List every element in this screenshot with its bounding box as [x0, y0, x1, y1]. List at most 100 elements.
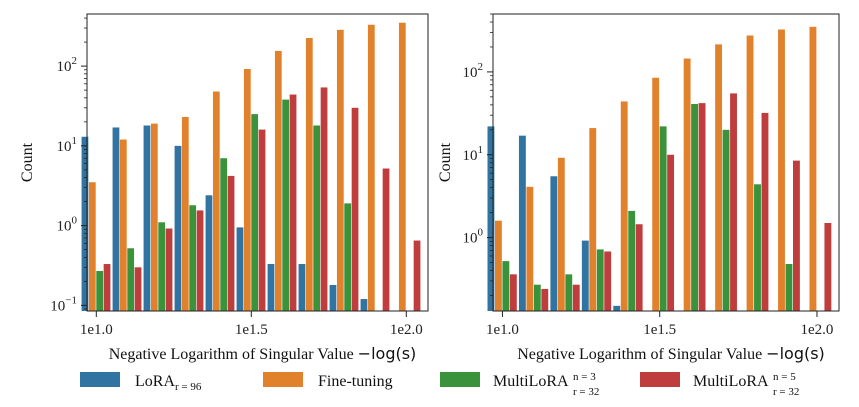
bar-fine-tuning-bin-8 — [305, 38, 313, 311]
bar-multilora-n5-bin-4 — [196, 210, 204, 311]
bar-multilora-n3-bin-9 — [344, 203, 352, 311]
bar-multilora-n3-bin-6 — [659, 126, 667, 311]
legend-swatch-fine-tuning — [263, 372, 303, 387]
bar-fine-tuning-bin-1 — [88, 182, 96, 311]
bar-lora-bin-4 — [174, 145, 182, 311]
legend-sub-multilora-n5: r = 32 — [773, 386, 799, 398]
bar-lora-bin-2 — [518, 135, 526, 311]
bar-multilora-n5-bin-5 — [635, 224, 643, 311]
bar-multilora-n5-bin-10 — [382, 168, 390, 311]
bar-multilora-n5-bin-7 — [289, 94, 297, 311]
x-tick-label: 1e2.0 — [801, 322, 834, 338]
x-tick-label: 1e1.5 — [643, 322, 676, 338]
bar-fine-tuning-bin-2 — [119, 139, 127, 311]
bar-fine-tuning-bin-7 — [683, 58, 691, 311]
bar-multilora-n3-bin-1 — [502, 261, 510, 311]
bar-fine-tuning-bin-9 — [336, 29, 344, 311]
bar-multilora-n3-bin-7 — [691, 103, 699, 311]
legend-label-lora: LoRAr = 96 — [135, 373, 202, 393]
bar-lora-bin-4 — [581, 240, 589, 311]
bar-fine-tuning-bin-5 — [212, 91, 220, 312]
bar-lora-bin-10 — [360, 299, 368, 311]
bar-multilora-n5-bin-2 — [134, 267, 142, 311]
y-tick-label: 100 — [57, 215, 78, 235]
y-tick-label: 102 — [57, 55, 78, 75]
bar-multilora-n3-bin-3 — [158, 222, 166, 311]
bar-multilora-n5-bin-2 — [541, 288, 549, 311]
right-chart-panel: 100 101 102 1e1.0 1e1.5 1e2.0 Count Negative Lo… — [437, 13, 840, 363]
y-axis-label: Count — [19, 142, 36, 182]
bar-fine-tuning-bin-10 — [367, 24, 375, 312]
bar-multilora-n5-bin-11 — [824, 223, 832, 311]
bar-multilora-n5-bin-9 — [761, 112, 769, 312]
bar-multilora-n3-bin-5 — [628, 210, 636, 311]
bar-lora-bin-2 — [112, 127, 120, 311]
bar-fine-tuning-bin-2 — [526, 186, 534, 311]
bar-fine-tuning-bin-3 — [557, 157, 565, 311]
bar-multilora-n3-bin-8 — [722, 129, 730, 311]
y-tick-label: 100 — [463, 227, 484, 247]
legend-label-multilora-n5: MultiLoRA — [693, 373, 769, 390]
y-tick-label: 101 — [57, 135, 78, 155]
bar-multilora-n5-bin-8 — [320, 87, 328, 311]
bar-fine-tuning-bin-6 — [652, 77, 660, 311]
y-axis-label: Count — [437, 142, 454, 182]
bar-multilora-n5-bin-4 — [604, 251, 612, 311]
legend: LoRAr = 96 Fine-tuning MultiLoRA n = 3 r… — [80, 371, 799, 398]
bar-multilora-n3-bin-9 — [754, 184, 761, 311]
bar-multilora-n5-bin-3 — [165, 228, 173, 311]
bar-multilora-n5-bin-7 — [698, 103, 706, 312]
y-tick-label: 101 — [463, 144, 484, 164]
bar-fine-tuning-bin-4 — [181, 117, 189, 311]
bar-multilora-n3-bin-8 — [313, 125, 321, 311]
legend-label-fine-tuning: Fine-tuning — [318, 373, 393, 390]
bar-multilora-n3-bin-10 — [785, 264, 793, 311]
bar-fine-tuning-bin-1 — [494, 220, 502, 311]
bar-multilora-n5-bin-1 — [103, 264, 111, 311]
legend-swatch-lora — [80, 372, 120, 387]
x-tick-label: 1e1.0 — [80, 322, 113, 338]
bar-lora-bin-9 — [329, 285, 337, 311]
bar-fine-tuning-bin-5 — [620, 101, 628, 311]
legend-sup-multilora-n3: n = 3 — [573, 371, 596, 383]
bar-multilora-n5-bin-6 — [258, 129, 266, 311]
y-tick-label: 102 — [463, 61, 484, 81]
x-tick-label: 1e1.0 — [486, 322, 519, 338]
bar-multilora-n5-bin-6 — [667, 154, 675, 311]
bar-multilora-n5-bin-5 — [227, 175, 235, 311]
legend-sup-multilora-n5: n = 5 — [773, 371, 796, 383]
bar-lora-bin-3 — [143, 125, 151, 311]
bar-multilora-n3-bin-4 — [189, 205, 197, 311]
bar-fine-tuning-bin-8 — [715, 44, 723, 312]
bar-multilora-n3-bin-2 — [127, 248, 135, 311]
bar-multilora-n3-bin-4 — [596, 249, 604, 311]
legend-sub-multilora-n3: r = 32 — [573, 386, 599, 398]
bar-multilora-n3-bin-2 — [533, 284, 541, 311]
bar-multilora-n3-bin-6 — [251, 114, 259, 312]
legend-label-multilora-n3: MultiLoRA — [493, 373, 569, 390]
bar-multilora-n5-bin-9 — [351, 107, 359, 311]
bar-multilora-n5-bin-11 — [413, 240, 421, 311]
bar-fine-tuning-bin-7 — [274, 50, 282, 312]
bar-multilora-n3-bin-1 — [96, 270, 104, 311]
legend-swatch-multilora-n5 — [640, 372, 680, 387]
bar-fine-tuning-bin-6 — [243, 68, 251, 312]
left-chart-panel: 10−1 100 101 102 1e1.0 1e1.5 1e2.0 Count Negativ… — [19, 13, 429, 363]
legend-item-multilora-n3: MultiLoRA n = 3 r = 32 — [440, 371, 599, 398]
bar-fine-tuning-bin-3 — [150, 123, 158, 312]
bar-lora-bin-8 — [298, 264, 306, 311]
bar-multilora-n3-bin-7 — [282, 99, 290, 311]
x-tick-label: 1e2.0 — [390, 322, 423, 338]
bar-lora-bin-5 — [205, 195, 213, 311]
bar-multilora-n5-bin-8 — [730, 93, 737, 311]
bar-lora-bin-3 — [550, 176, 558, 311]
axes-frame — [86, 13, 429, 312]
x-tick-label: 1e1.5 — [235, 322, 268, 338]
bar-lora-bin-1 — [487, 126, 495, 311]
bar-fine-tuning-bin-4 — [589, 128, 597, 311]
legend-item-multilora-n5: MultiLoRA n = 5 r = 32 — [640, 371, 799, 398]
legend-item-lora: LoRAr = 96 — [80, 372, 202, 393]
bar-multilora-n5-bin-3 — [572, 284, 580, 311]
bar-multilora-n3-bin-5 — [220, 158, 228, 311]
